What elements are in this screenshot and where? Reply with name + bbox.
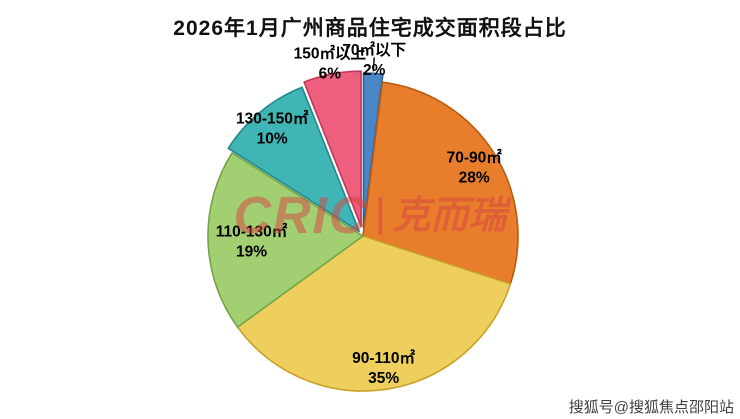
slice-label: 70-90㎡ 28%: [447, 147, 503, 186]
label-leader-line: [372, 57, 375, 72]
chart-title: 2026年1月广州商品住宅成交面积段占比: [173, 17, 567, 40]
slice-label: 150㎡以上 6%: [294, 44, 367, 83]
pie-slice: [227, 86, 360, 233]
pie-slice: [303, 70, 362, 227]
pie-slice: [207, 152, 364, 328]
slice-label: 70㎡以下 2%: [342, 40, 406, 79]
source-credit: 搜狐号@搜狐焦点邵阳站: [568, 399, 734, 416]
slice-label: 90-110㎡ 35%: [352, 348, 415, 387]
slice-label: 110-130㎡ 19%: [216, 222, 288, 261]
pie-slice: [236, 235, 512, 392]
slice-label: 130-150㎡ 10%: [236, 108, 309, 147]
pie-slice: [362, 81, 519, 285]
